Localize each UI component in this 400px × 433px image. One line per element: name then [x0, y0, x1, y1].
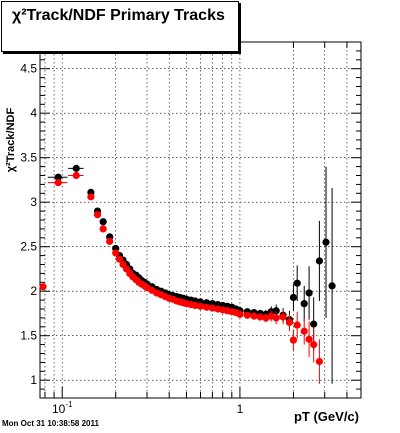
black-series-point	[289, 293, 298, 302]
black-series-point	[310, 320, 318, 328]
black-series-point	[72, 164, 80, 172]
y-tick-label: 3.5	[20, 151, 37, 165]
x-tick-label-base: 1	[237, 402, 244, 416]
red-series-point	[115, 255, 124, 263]
y-tick-label: 3	[30, 195, 37, 209]
red-series-point	[203, 303, 211, 311]
black-series-point	[328, 282, 336, 290]
red-series-point	[256, 313, 264, 321]
red-series-point	[93, 211, 102, 219]
x-tick-label-exponent: -1	[65, 400, 73, 409]
red-series-point	[99, 225, 107, 233]
y-tick-label: 4	[30, 106, 37, 120]
black-series-point	[54, 173, 62, 181]
red-series-point	[72, 171, 80, 180]
y-tick-label: 2.5	[20, 240, 37, 254]
red-series-point	[300, 327, 308, 335]
svg-text:χ²Track/NDF: χ²Track/NDF	[5, 108, 17, 173]
y-tick-label: 1.5	[20, 329, 37, 343]
black-series-point	[305, 289, 313, 297]
red-series-point	[285, 318, 294, 326]
black-series-point	[322, 238, 330, 246]
red-series-point	[208, 304, 216, 312]
data-marks	[39, 164, 336, 384]
red-series-point	[305, 335, 313, 343]
y-tick-label: 1	[30, 373, 37, 387]
red-series-point	[279, 313, 287, 321]
red-series-point	[236, 310, 244, 318]
black-series-point	[300, 300, 308, 308]
red-series-point	[191, 301, 199, 310]
black-series-point	[99, 218, 107, 226]
red-series-point	[106, 237, 114, 245]
chart-title: χ²Track/NDF Primary Tracks	[12, 7, 225, 24]
axes: 10-1 1 1 1.5 2 2.5 3 3.5 4 4.5	[20, 41, 361, 416]
black-series-point	[293, 279, 301, 287]
black-series-point	[272, 307, 280, 315]
red-series-point	[289, 336, 298, 344]
black-series-point	[315, 257, 323, 265]
red-series-point	[39, 283, 47, 291]
x-axis-label: pT (GeV/c)	[294, 409, 359, 424]
red-series-point	[310, 341, 318, 349]
y-axis-title: χ²Track/NDF	[5, 108, 17, 173]
red-series-point	[87, 193, 95, 201]
y-tick-label: 4.5	[20, 62, 37, 76]
x-tick-label: 1	[237, 402, 244, 416]
red-series-point	[250, 312, 258, 320]
red-series-point	[54, 179, 62, 187]
red-series-point	[196, 302, 205, 310]
title-box: χ²Track/NDF Primary Tracks	[1, 1, 239, 52]
red-series-point	[112, 249, 120, 257]
x-tick-label: 10-1	[52, 400, 73, 416]
red-series-point	[243, 311, 251, 319]
x-tick-label-base: 10	[52, 402, 66, 416]
y-axis-label: χ²Track/NDF	[5, 108, 17, 173]
red-series-point	[272, 314, 280, 322]
red-series-point	[293, 321, 301, 329]
y-tick-label: 2	[30, 284, 37, 298]
red-series-point	[315, 357, 323, 366]
timestamp: Mon Oct 31 10:38:58 2011	[2, 419, 99, 428]
